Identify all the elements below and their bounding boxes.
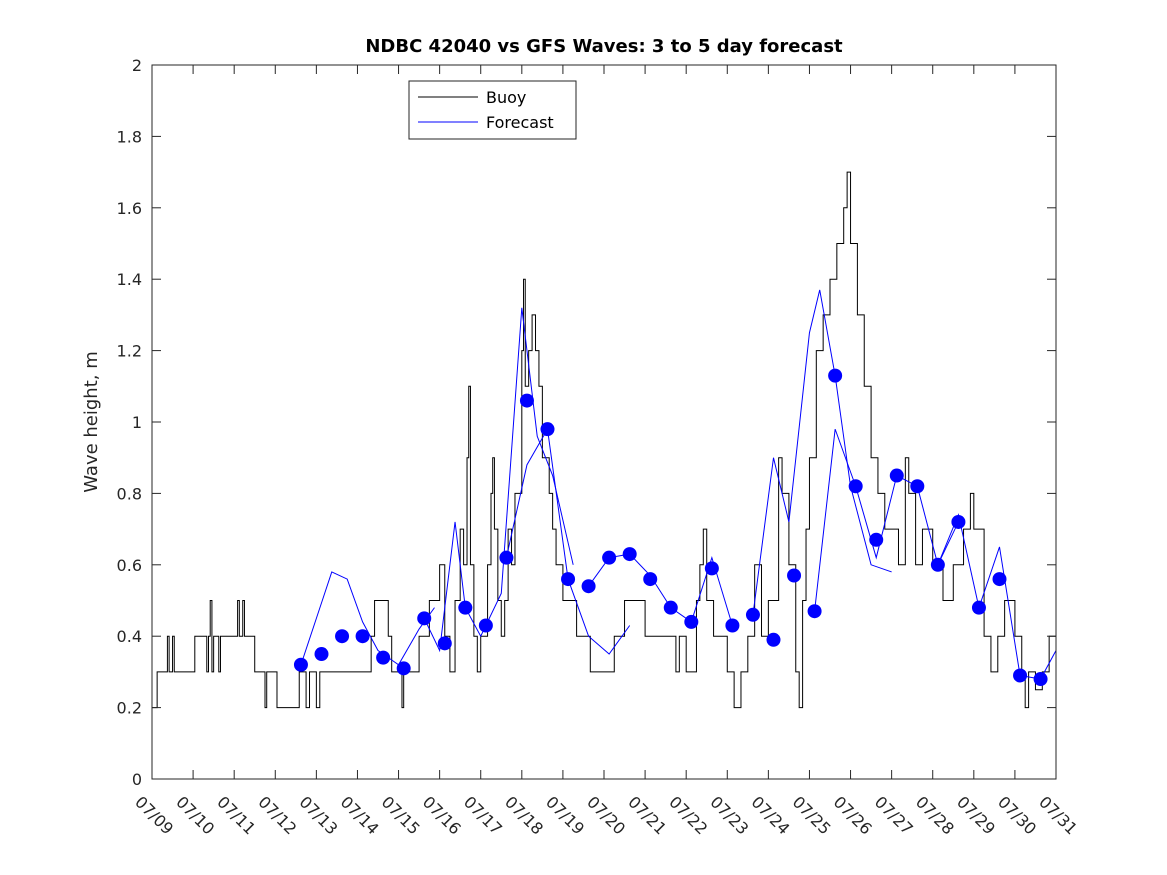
forecast-marker bbox=[930, 557, 945, 572]
forecast-marker bbox=[766, 632, 781, 647]
x-tick-label: 07/28 bbox=[912, 792, 958, 838]
x-tick-label: 07/20 bbox=[583, 792, 629, 838]
forecast-marker bbox=[828, 368, 843, 383]
x-tick-label: 07/27 bbox=[871, 792, 917, 838]
forecast-marker bbox=[684, 614, 699, 629]
forecast-marker bbox=[1033, 672, 1048, 687]
forecast-marker bbox=[704, 561, 719, 576]
forecast-marker bbox=[869, 532, 884, 547]
y-tick-label: 0.8 bbox=[117, 484, 142, 503]
x-tick-label: 07/15 bbox=[378, 792, 424, 838]
forecast-marker bbox=[561, 572, 576, 587]
y-tick-label: 0.6 bbox=[117, 556, 142, 575]
x-tick-label: 07/26 bbox=[830, 792, 876, 838]
forecast-marker bbox=[602, 550, 617, 565]
forecast-marker bbox=[437, 636, 452, 651]
forecast-marker bbox=[540, 422, 555, 437]
x-tick-label: 07/22 bbox=[665, 792, 711, 838]
y-axis-label: Wave height, m bbox=[81, 351, 102, 492]
forecast-marker bbox=[396, 661, 411, 676]
forecast-marker bbox=[335, 629, 350, 644]
y-tick-label: 2 bbox=[132, 56, 142, 75]
forecast-marker bbox=[992, 572, 1007, 587]
y-tick-label: 1.4 bbox=[117, 270, 142, 289]
x-tick-label: 07/23 bbox=[706, 792, 752, 838]
forecast-run-line bbox=[814, 428, 959, 612]
forecast-marker bbox=[314, 647, 329, 662]
legend-box bbox=[408, 80, 577, 140]
x-tick-label: 07/29 bbox=[953, 792, 999, 838]
forecast-marker bbox=[910, 479, 925, 494]
x-tick-label: 07/25 bbox=[789, 792, 835, 838]
forecast-marker bbox=[376, 650, 391, 665]
forecast-marker bbox=[643, 572, 658, 587]
forecast-marker bbox=[848, 479, 863, 494]
y-tick-label: 1 bbox=[132, 413, 142, 432]
x-tick-label: 07/09 bbox=[131, 792, 177, 838]
forecast-marker bbox=[663, 600, 678, 615]
forecast-run-line bbox=[423, 307, 574, 653]
y-tick-label: 1.8 bbox=[117, 127, 142, 146]
x-tick-label: 07/18 bbox=[501, 792, 547, 838]
forecast-layer bbox=[293, 289, 1057, 687]
forecast-marker bbox=[725, 618, 740, 633]
forecast-marker bbox=[745, 607, 760, 622]
x-tick-label: 07/16 bbox=[419, 792, 465, 838]
y-tick-label: 0.4 bbox=[117, 627, 142, 646]
y-tick-label: 1.2 bbox=[117, 342, 142, 361]
forecast-marker bbox=[971, 600, 986, 615]
forecast-marker bbox=[951, 514, 966, 529]
y-tick-label: 0 bbox=[132, 770, 142, 789]
forecast-marker bbox=[1013, 668, 1028, 683]
x-tick-label: 07/30 bbox=[994, 792, 1040, 838]
forecast-marker bbox=[355, 629, 370, 644]
x-tick-label: 07/14 bbox=[337, 792, 383, 838]
x-tick-label: 07/13 bbox=[296, 792, 342, 838]
forecast-run-line bbox=[300, 571, 435, 666]
legend-buoy-label: Buoy bbox=[486, 88, 526, 107]
forecast-marker bbox=[622, 547, 637, 562]
y-axis: 0 0.2 0.4 0.6 0.8 1 1.2 1.4 1.6 1.8 2 bbox=[117, 56, 1056, 789]
x-tick-label: 07/24 bbox=[748, 792, 794, 838]
forecast-marker bbox=[499, 550, 514, 565]
legend-forecast-label: Forecast bbox=[486, 113, 554, 132]
chart-title: NDBC 42040 vs GFS Waves: 3 to 5 day fore… bbox=[365, 36, 843, 57]
forecast-marker bbox=[458, 600, 473, 615]
legend: Buoy Forecast bbox=[408, 80, 577, 140]
forecast-marker bbox=[519, 393, 534, 408]
forecast-marker bbox=[807, 604, 822, 619]
forecast-marker bbox=[417, 611, 432, 626]
x-tick-label: 07/10 bbox=[172, 792, 218, 838]
x-tick-label: 07/31 bbox=[1035, 792, 1081, 838]
x-tick-label: 07/19 bbox=[542, 792, 588, 838]
forecast-marker bbox=[889, 468, 904, 483]
forecast-run-line bbox=[752, 289, 892, 615]
x-tick-label: 07/12 bbox=[254, 792, 300, 838]
x-tick-label: 07/21 bbox=[624, 792, 670, 838]
x-tick-label: 07/11 bbox=[213, 792, 259, 838]
y-tick-label: 1.6 bbox=[117, 199, 142, 218]
forecast-marker bbox=[787, 568, 802, 583]
x-tick-label: 07/17 bbox=[460, 792, 506, 838]
forecast-marker bbox=[293, 657, 308, 672]
forecast-marker bbox=[581, 579, 596, 594]
y-tick-label: 0.2 bbox=[117, 699, 142, 718]
forecast-marker bbox=[478, 618, 493, 633]
